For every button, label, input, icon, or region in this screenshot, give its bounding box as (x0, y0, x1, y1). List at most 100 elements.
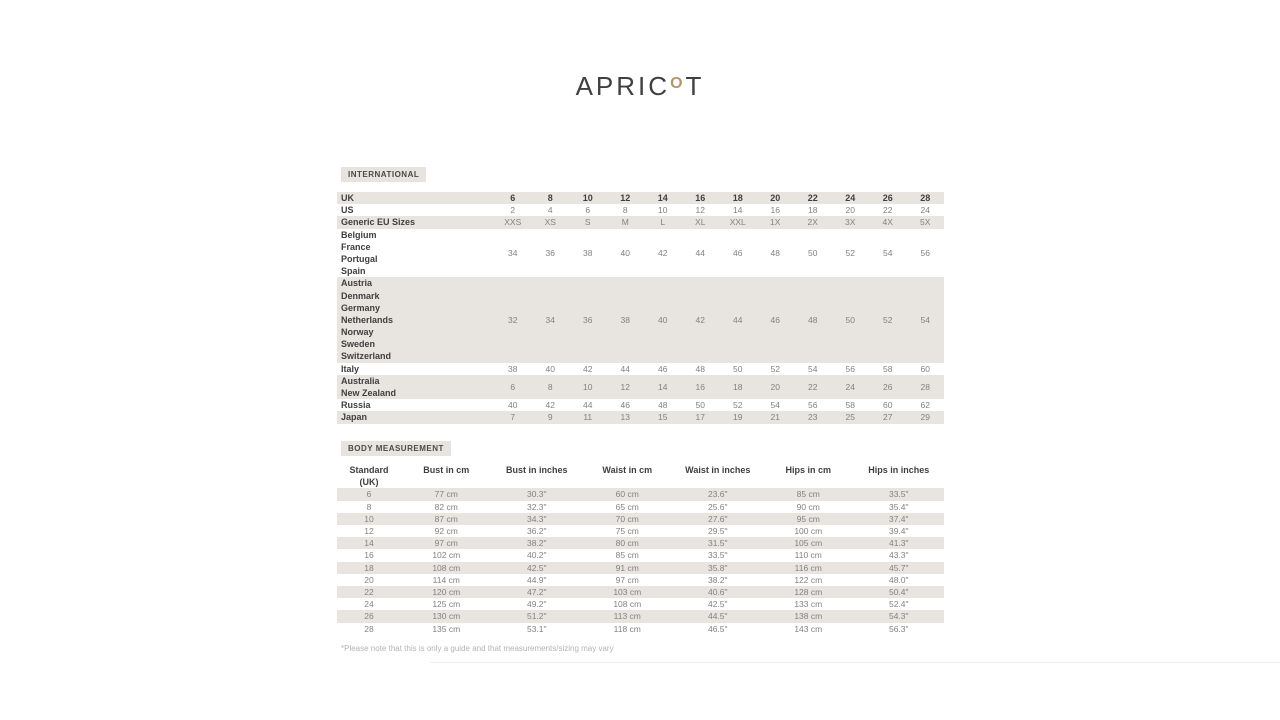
country-label-line: Australia (341, 375, 380, 386)
size-value: 20 (770, 381, 780, 392)
measurement-value: 40.6" (707, 587, 728, 598)
country-label-line: Austria (341, 278, 373, 289)
measurement-value: 60 cm (615, 489, 639, 500)
size-value: M (621, 217, 629, 228)
measurement-value: 10 (364, 513, 374, 524)
measurement-value: 27.6" (707, 513, 728, 524)
country-label-line: US (341, 205, 354, 216)
country-label: Generic EU Sizes (337, 216, 494, 228)
size-value: 38 (620, 314, 630, 325)
body-measurement-table: Standard (UK) Bust in cm Bust in inches Wais… (337, 462, 944, 635)
measurement-value: 49.2" (526, 599, 547, 610)
measurement-value: 42.5" (707, 599, 728, 610)
country-label-line: Italy (341, 363, 360, 374)
column-header: Standard (UK) (337, 462, 401, 488)
column-header-line: (UK) (359, 477, 379, 488)
measurement-value: 52.4" (888, 599, 909, 610)
size-value: 50 (695, 400, 705, 411)
country-label-line: Switzerland (341, 351, 392, 362)
country-label-line: Denmark (341, 290, 380, 301)
international-table-row: Italy 38 40 42 44 46 48 50 52 54 56 58 60 (337, 363, 944, 375)
logo-o-mark: O (670, 75, 686, 92)
measurement-value: 113 cm (613, 611, 641, 622)
size-value: 46 (770, 314, 780, 325)
measurement-value: 38.2" (526, 538, 547, 549)
size-value: 34 (545, 314, 555, 325)
size-value: 54 (920, 314, 930, 325)
measurement-value: 122 cm (794, 574, 823, 585)
size-value: 40 (658, 314, 668, 325)
measurement-value: 80 cm (615, 538, 639, 549)
measurement-value: 97 cm (615, 574, 639, 585)
body-measurement-row: 18 108 cm 42.5" 91 cm 35.8" 116 cm 45.7" (337, 561, 944, 574)
size-value: 46 (733, 247, 743, 258)
size-value: 38 (583, 247, 593, 258)
column-header-line: Standard (349, 465, 389, 475)
country-label: Australia New Zealand (337, 375, 494, 399)
country-label: US (337, 204, 494, 216)
measurement-value: 44.9" (526, 574, 547, 585)
size-value: 48 (808, 314, 818, 325)
body-measurement-header-row: Standard (UK) Bust in cm Bust in inches Wais… (337, 462, 944, 488)
size-value: 26 (883, 381, 893, 392)
size-value: L (660, 217, 666, 228)
measurement-value: 26 (364, 611, 374, 622)
size-value: 44 (620, 363, 630, 374)
size-value: 24 (920, 205, 930, 216)
size-value: 44 (733, 314, 743, 325)
size-value: 24 (845, 193, 856, 203)
international-table-row: Austria Denmark Germany Netherlands Norway Sw… (337, 277, 944, 363)
measurement-value: 35.4" (888, 501, 909, 512)
size-value: 52 (770, 363, 780, 374)
size-value: 40 (545, 363, 555, 374)
size-value: 10 (583, 381, 593, 392)
size-value: 60 (920, 363, 930, 374)
size-value: 48 (695, 363, 705, 374)
international-table-row: Japan 7 9 11 13 15 17 19 21 23 25 27 29 (337, 411, 944, 424)
measurement-value: 54.3" (888, 611, 909, 622)
size-value: 6 (510, 381, 516, 392)
measurement-value: 114 cm (432, 574, 460, 585)
body-measurement-row: 8 82 cm 32.3" 65 cm 25.6" 90 cm 35.4" (337, 501, 944, 513)
size-value: 38 (508, 363, 518, 374)
country-label-line: Japan (341, 412, 368, 423)
measurement-value: 31.5" (707, 538, 728, 549)
body-measurement-row: 10 87 cm 34.3" 70 cm 27.6" 95 cm 37.4" (337, 512, 944, 526)
international-table-row: UK 6 8 10 12 14 16 18 20 22 24 26 28 (337, 192, 944, 205)
measurement-value: 14 (364, 538, 374, 549)
column-header-line: Hips in inches (868, 465, 930, 475)
column-header: Hips in inches (854, 462, 945, 488)
size-value: 24 (845, 381, 855, 392)
size-value: 16 (770, 205, 780, 216)
size-value: XS (544, 217, 556, 228)
measurement-value: 110 cm (794, 550, 822, 561)
column-header: Hips in cm (763, 462, 854, 488)
measurement-value: 20 (364, 574, 374, 585)
international-table-row: Russia 40 42 44 46 48 50 52 54 56 58 60 62 (337, 399, 944, 411)
size-value: 2 (510, 205, 516, 216)
country-label-line: Netherlands (341, 314, 394, 325)
size-value: 58 (845, 400, 855, 411)
size-value: 52 (845, 247, 855, 258)
column-header: Bust in inches (492, 462, 583, 488)
size-value: 54 (808, 363, 818, 374)
column-header-line: Hips in cm (785, 465, 831, 475)
country-label-line: New Zealand (341, 388, 397, 399)
measurement-value: 34.3" (526, 513, 547, 524)
size-value: 52 (733, 400, 743, 411)
measurement-value: 45.7" (888, 562, 909, 573)
column-header: Bust in cm (401, 462, 492, 488)
size-value: 12 (620, 193, 631, 203)
measurement-value: 53.1" (526, 623, 547, 634)
measurement-value: 91 cm (615, 562, 639, 573)
measurement-value: 44.5" (707, 611, 728, 622)
country-label-line: Russia (341, 400, 371, 411)
column-header: Waist in cm (582, 462, 673, 488)
size-value: 10 (582, 193, 593, 203)
measurement-value: 47.2" (526, 587, 547, 598)
size-value: 42 (658, 247, 668, 258)
measurement-value: 43.3" (888, 550, 909, 561)
measurement-value: 32.3" (526, 501, 547, 512)
measurement-value: 6 (366, 489, 372, 500)
size-value: 8 (547, 193, 553, 203)
